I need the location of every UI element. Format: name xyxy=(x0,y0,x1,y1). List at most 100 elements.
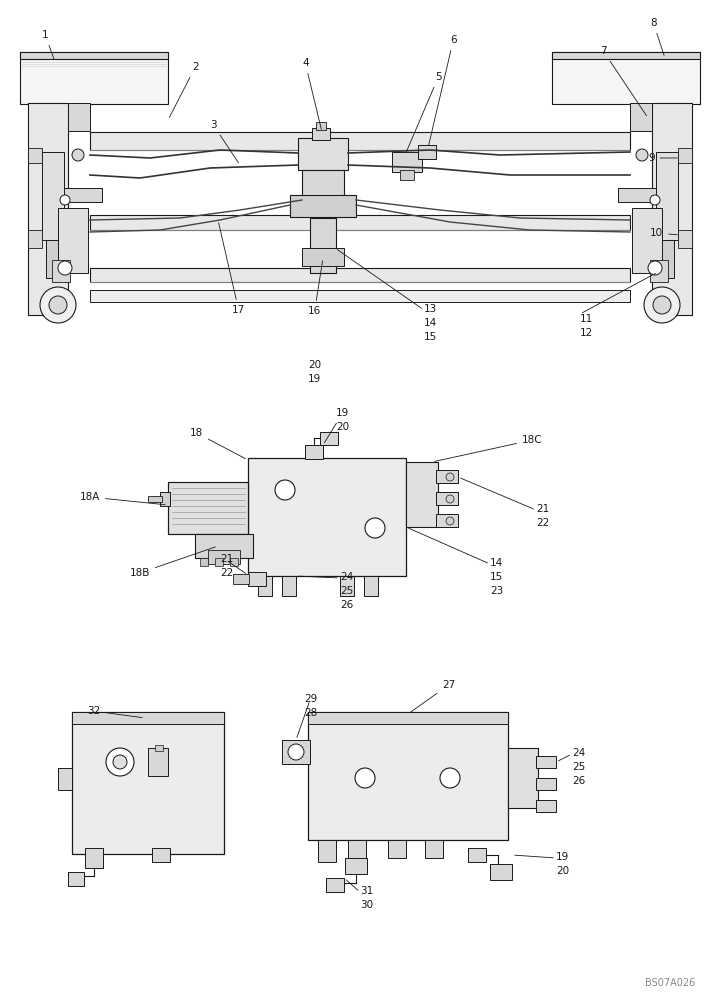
Text: 18A: 18A xyxy=(80,492,165,505)
Text: 14: 14 xyxy=(424,318,437,328)
Text: 24: 24 xyxy=(572,748,585,758)
Text: 9: 9 xyxy=(648,153,678,163)
Bar xyxy=(68,872,84,886)
Bar xyxy=(215,558,223,566)
Bar xyxy=(345,858,367,874)
Text: 25: 25 xyxy=(572,762,585,772)
Bar xyxy=(340,576,354,596)
Bar xyxy=(72,712,224,854)
Circle shape xyxy=(58,261,72,275)
Text: 23: 23 xyxy=(490,586,503,596)
Text: 20: 20 xyxy=(308,360,321,370)
Bar xyxy=(58,768,72,790)
Text: 26: 26 xyxy=(572,776,585,786)
Circle shape xyxy=(60,195,70,205)
Bar xyxy=(652,103,692,315)
Circle shape xyxy=(113,755,127,769)
Text: 7: 7 xyxy=(600,46,647,116)
Bar xyxy=(468,848,486,862)
Bar xyxy=(200,558,208,566)
Bar xyxy=(148,748,168,776)
Bar xyxy=(310,218,336,273)
Circle shape xyxy=(446,495,454,503)
Bar xyxy=(656,152,678,240)
Bar xyxy=(316,122,326,130)
Bar xyxy=(68,103,90,131)
Bar xyxy=(46,240,60,278)
Bar xyxy=(618,188,656,202)
Bar xyxy=(28,230,42,248)
Bar xyxy=(536,778,556,790)
Text: 25: 25 xyxy=(340,586,354,596)
Bar xyxy=(388,840,406,858)
Bar xyxy=(258,576,272,596)
Bar xyxy=(308,712,508,840)
Text: 20: 20 xyxy=(336,422,349,432)
Bar xyxy=(208,550,240,564)
Text: 31: 31 xyxy=(360,886,373,896)
Text: 17: 17 xyxy=(219,223,246,315)
Bar xyxy=(90,215,630,230)
Text: 21: 21 xyxy=(220,554,233,564)
Bar xyxy=(305,445,323,459)
Bar xyxy=(436,470,458,483)
Bar xyxy=(308,712,508,724)
Bar xyxy=(230,558,238,566)
Text: 1: 1 xyxy=(42,30,54,59)
Text: 26: 26 xyxy=(340,600,354,610)
Text: 14: 14 xyxy=(490,558,503,568)
Text: 30: 30 xyxy=(360,900,373,910)
Bar xyxy=(302,170,344,202)
Text: 18B: 18B xyxy=(130,547,215,578)
Bar xyxy=(630,103,652,131)
Circle shape xyxy=(446,473,454,481)
Circle shape xyxy=(650,195,660,205)
Text: 15: 15 xyxy=(424,332,437,342)
Circle shape xyxy=(355,768,375,788)
Bar xyxy=(28,103,68,315)
Bar xyxy=(436,514,458,527)
Bar xyxy=(312,128,330,140)
Text: 6: 6 xyxy=(428,35,456,145)
Bar xyxy=(326,878,344,892)
Circle shape xyxy=(72,149,84,161)
Bar xyxy=(320,432,338,445)
Bar xyxy=(298,138,348,170)
Bar xyxy=(552,52,700,104)
Text: 13: 13 xyxy=(424,304,437,314)
Text: 11: 11 xyxy=(580,314,593,324)
Bar xyxy=(195,534,253,558)
Text: 20: 20 xyxy=(556,866,569,876)
Text: 8: 8 xyxy=(650,18,664,55)
Text: 19: 19 xyxy=(308,374,321,384)
Bar xyxy=(28,148,42,163)
Bar xyxy=(364,576,378,596)
Circle shape xyxy=(644,287,680,323)
Text: 22: 22 xyxy=(536,518,549,528)
Text: 3: 3 xyxy=(210,120,238,163)
Bar xyxy=(58,208,88,273)
Bar xyxy=(282,576,296,596)
Bar xyxy=(168,482,248,534)
Text: 19: 19 xyxy=(325,408,349,443)
Text: 21: 21 xyxy=(536,504,549,514)
Bar xyxy=(64,188,102,202)
Text: 2: 2 xyxy=(169,62,199,118)
Text: 16: 16 xyxy=(308,261,323,316)
Bar xyxy=(490,864,512,880)
Bar xyxy=(148,496,162,502)
Text: 15: 15 xyxy=(490,572,503,582)
Bar xyxy=(248,458,406,576)
Bar xyxy=(72,712,224,724)
Bar xyxy=(678,230,692,248)
Bar xyxy=(536,756,556,768)
Text: 18C: 18C xyxy=(435,435,543,461)
Bar xyxy=(660,240,674,278)
Circle shape xyxy=(49,296,67,314)
Text: 19: 19 xyxy=(556,852,570,862)
Circle shape xyxy=(636,149,648,161)
Bar xyxy=(400,170,414,180)
Text: 12: 12 xyxy=(580,328,593,338)
Text: 18: 18 xyxy=(190,428,246,459)
Bar xyxy=(632,208,662,273)
